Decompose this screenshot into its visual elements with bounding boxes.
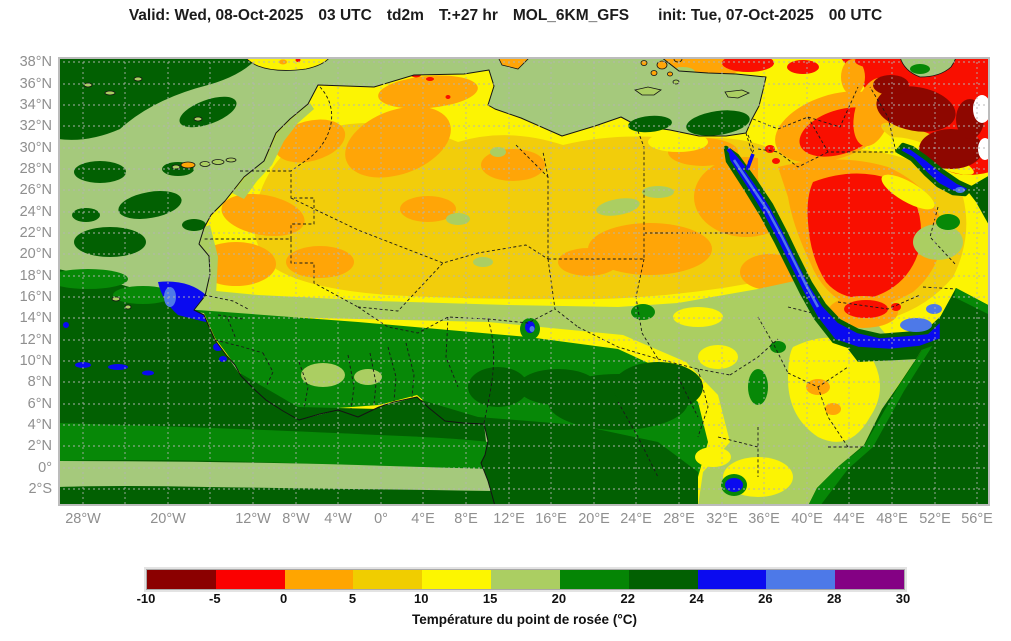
sea-east-layer: [723, 142, 990, 506]
cyprus-island: [724, 89, 750, 99]
title-bar: Valid: Wed, 08-Oct-2025 03 UTC td2m T:+2…: [0, 7, 1011, 25]
colorbar-tick-label: 26: [758, 591, 773, 606]
land-shading-layer: [194, 57, 990, 506]
colorbar-tick-label: 30: [895, 591, 911, 606]
lat-tick-label: 0°: [38, 459, 52, 476]
map-panel: [58, 57, 990, 506]
colorbar-tick-label: 20: [551, 591, 567, 606]
lat-tick-label: 38°N: [19, 53, 52, 70]
colorbar-tick-label: 5: [348, 591, 357, 606]
colorbar-tick-label: 15: [482, 591, 498, 606]
lon-tick-label: 28°E: [663, 511, 695, 527]
lat-tick-label: 26°N: [19, 181, 52, 198]
colorbar-cell: [766, 570, 836, 589]
crete-island: [634, 86, 662, 96]
lon-tick-label: 48°E: [876, 511, 908, 527]
title-forecast-hour: T:+27 hr: [438, 7, 498, 24]
title-valid-hour: 03 UTC: [318, 7, 372, 24]
islands-layer: [83, 57, 957, 310]
colorbar-tick-label: 28: [826, 591, 842, 606]
lon-tick-label: 4°W: [324, 511, 352, 527]
country-borders: [203, 86, 957, 478]
colorbar-tick-label: -10: [136, 591, 156, 606]
lon-tick-label: 16°E: [535, 511, 567, 527]
lat-tick-label: 28°N: [19, 160, 52, 177]
colorbar-tick-label: 24: [689, 591, 704, 606]
lat-tick-label: 18°N: [19, 267, 52, 284]
lon-tick-label: 28°W: [65, 511, 101, 527]
lon-tick-label: 36°E: [748, 511, 780, 527]
title-model: MOL_6KM_GFS: [512, 7, 630, 24]
title-init-hour: 00 UTC: [828, 7, 883, 24]
lon-tick-label: 52°E: [919, 511, 951, 527]
lat-tick-label: 32°N: [19, 117, 52, 134]
lat-tick-label: 2°N: [27, 437, 52, 454]
title-field: td2m: [386, 7, 424, 24]
lon-tick-label: 32°E: [706, 511, 738, 527]
lat-tick-label: 20°N: [19, 245, 52, 262]
sicily-island: [497, 57, 531, 70]
colorbar-cell: [491, 570, 560, 589]
colorbar-cell: [559, 570, 629, 589]
lat-tick-label: 30°N: [19, 139, 52, 156]
colorbar-cell: [628, 570, 698, 589]
lon-tick-label: 8°W: [282, 511, 310, 527]
colorbar-cell: [215, 570, 285, 589]
canary-islands: [180, 161, 196, 169]
lat-tick-label: 12°N: [19, 331, 52, 348]
lon-tick-label: 56°E: [961, 511, 993, 527]
red-sea: [723, 145, 945, 354]
coastline: [193, 57, 767, 506]
colorbar-tick-label: 0: [280, 591, 288, 606]
lat-tick-label: 6°N: [27, 395, 52, 412]
lon-tick-label: 20°E: [578, 511, 610, 527]
lon-tick-label: 12°W: [235, 511, 271, 527]
colorbar-cell: [353, 570, 423, 589]
colorbar-cell: [835, 570, 904, 589]
lat-tick-label: 2°S: [28, 480, 52, 497]
lat-tick-label: 10°N: [19, 352, 52, 369]
lon-tick-label: 4°E: [411, 511, 435, 527]
colorbar-ticks: -10 -5 0 5 10 15 20 22 24 26 28 30: [137, 591, 911, 608]
graticule: [58, 57, 990, 506]
lat-tick-label: 24°N: [19, 203, 52, 220]
lat-tick-label: 34°N: [19, 96, 52, 113]
lon-tick-label: 40°E: [791, 511, 823, 527]
lat-tick-label: 14°N: [19, 309, 52, 326]
title-valid: Valid: Wed, 08-Oct-2025: [128, 7, 304, 24]
persian-gulf: [895, 142, 974, 197]
colorbar-tick-label: 10: [414, 591, 429, 606]
map-canvas: [58, 57, 990, 506]
colorbar-cell: [284, 570, 354, 589]
colorbar-caption: Température du point de rosée (°C): [412, 612, 637, 627]
lon-tick-label: 8°E: [454, 511, 478, 527]
lon-tick-label: 0°: [374, 511, 388, 527]
lat-tick-label: 36°N: [19, 75, 52, 92]
colorbar-cell: [422, 570, 492, 589]
colorbar-tick-label: 22: [620, 591, 635, 606]
colorbar-cell: [147, 570, 216, 589]
lon-tick-label: 24°E: [620, 511, 652, 527]
lat-tick-label: 4°N: [27, 416, 52, 433]
colorbar-cell: [697, 570, 767, 589]
lat-tick-label: 8°N: [27, 373, 52, 390]
spain-coast: [244, 57, 331, 71]
lon-tick-label: 44°E: [833, 511, 865, 527]
title-init: init: Tue, 07-Oct-2025: [658, 7, 814, 24]
lon-tick-label: 20°W: [150, 511, 186, 527]
lat-tick-label: 16°N: [19, 288, 52, 305]
lat-tick-label: 22°N: [19, 224, 52, 241]
lon-tick-label: 12°E: [493, 511, 525, 527]
map-frame: [58, 57, 990, 506]
colorbar-tick-label: -5: [209, 591, 221, 606]
colorbar: [146, 569, 905, 590]
